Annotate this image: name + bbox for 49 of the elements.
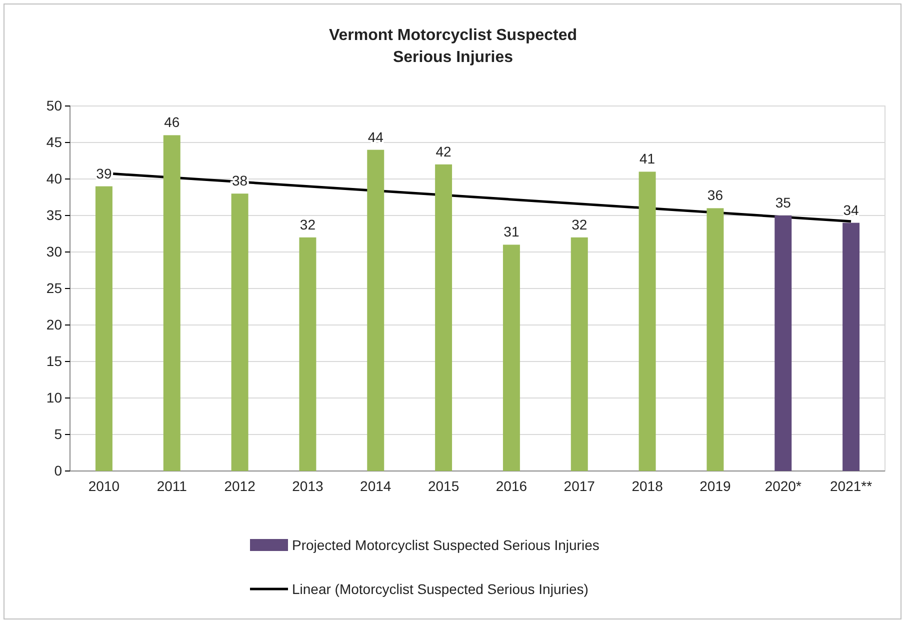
chart-title: Vermont Motorcyclist Suspected Serious Injuries [328,27,578,66]
data-label: 39 [96,165,112,182]
y-tick-label: 0 [54,462,62,478]
y-tick-label: 40 [46,170,62,186]
y-tick-label: 45 [46,134,62,150]
x-tick-label: 2014 [360,478,392,494]
legend-label: Linear (Motorcyclist Suspected Serious Injuries) [292,581,588,597]
y-tick-label: 15 [46,352,62,369]
y-tick-label: 50 [46,97,62,114]
x-tick-label: 2013 [292,478,324,494]
legend-label: Projected Motorcyclist Suspected Serious Injuries [292,537,600,553]
data-label: 34 [843,202,860,218]
y-tick-label: 5 [54,426,62,442]
y-tick-label: 20 [46,316,62,332]
data-label: 46 [164,114,180,130]
bar [299,237,316,471]
x-tick-label: 2015 [428,478,460,494]
data-label: 31 [504,224,520,240]
bar [842,222,860,471]
x-tick-label: 2019 [700,478,731,494]
x-tick-label: 2010 [88,478,120,494]
y-tick-label: 35 [46,206,62,223]
bar [435,164,452,471]
y-tick-label: 10 [46,389,62,406]
data-label: 32 [300,216,316,232]
data-label: 35 [775,194,792,210]
y-tick-label: 30 [46,243,62,260]
data-label: 42 [436,143,452,160]
bar [502,244,520,471]
bar [638,172,656,471]
x-tick-label: 2021** [830,478,873,494]
data-label: 41 [640,150,656,167]
x-tick-label: 2018 [632,478,664,494]
bar [163,135,180,471]
data-label: 32 [572,216,588,232]
x-tick-label: 2012 [224,478,256,494]
x-tick-label: 2017 [564,478,596,494]
bar [367,150,384,471]
x-tick-label: 2020* [764,478,802,494]
bar [95,186,112,471]
bar [231,194,248,471]
bar [570,237,588,471]
data-label: 36 [707,187,724,204]
y-tick-label: 25 [46,280,62,296]
bar [774,216,792,471]
x-tick-label: 2016 [496,478,528,494]
bar [706,208,724,471]
x-tick-label: 2011 [156,478,188,494]
data-label: 44 [368,128,384,145]
